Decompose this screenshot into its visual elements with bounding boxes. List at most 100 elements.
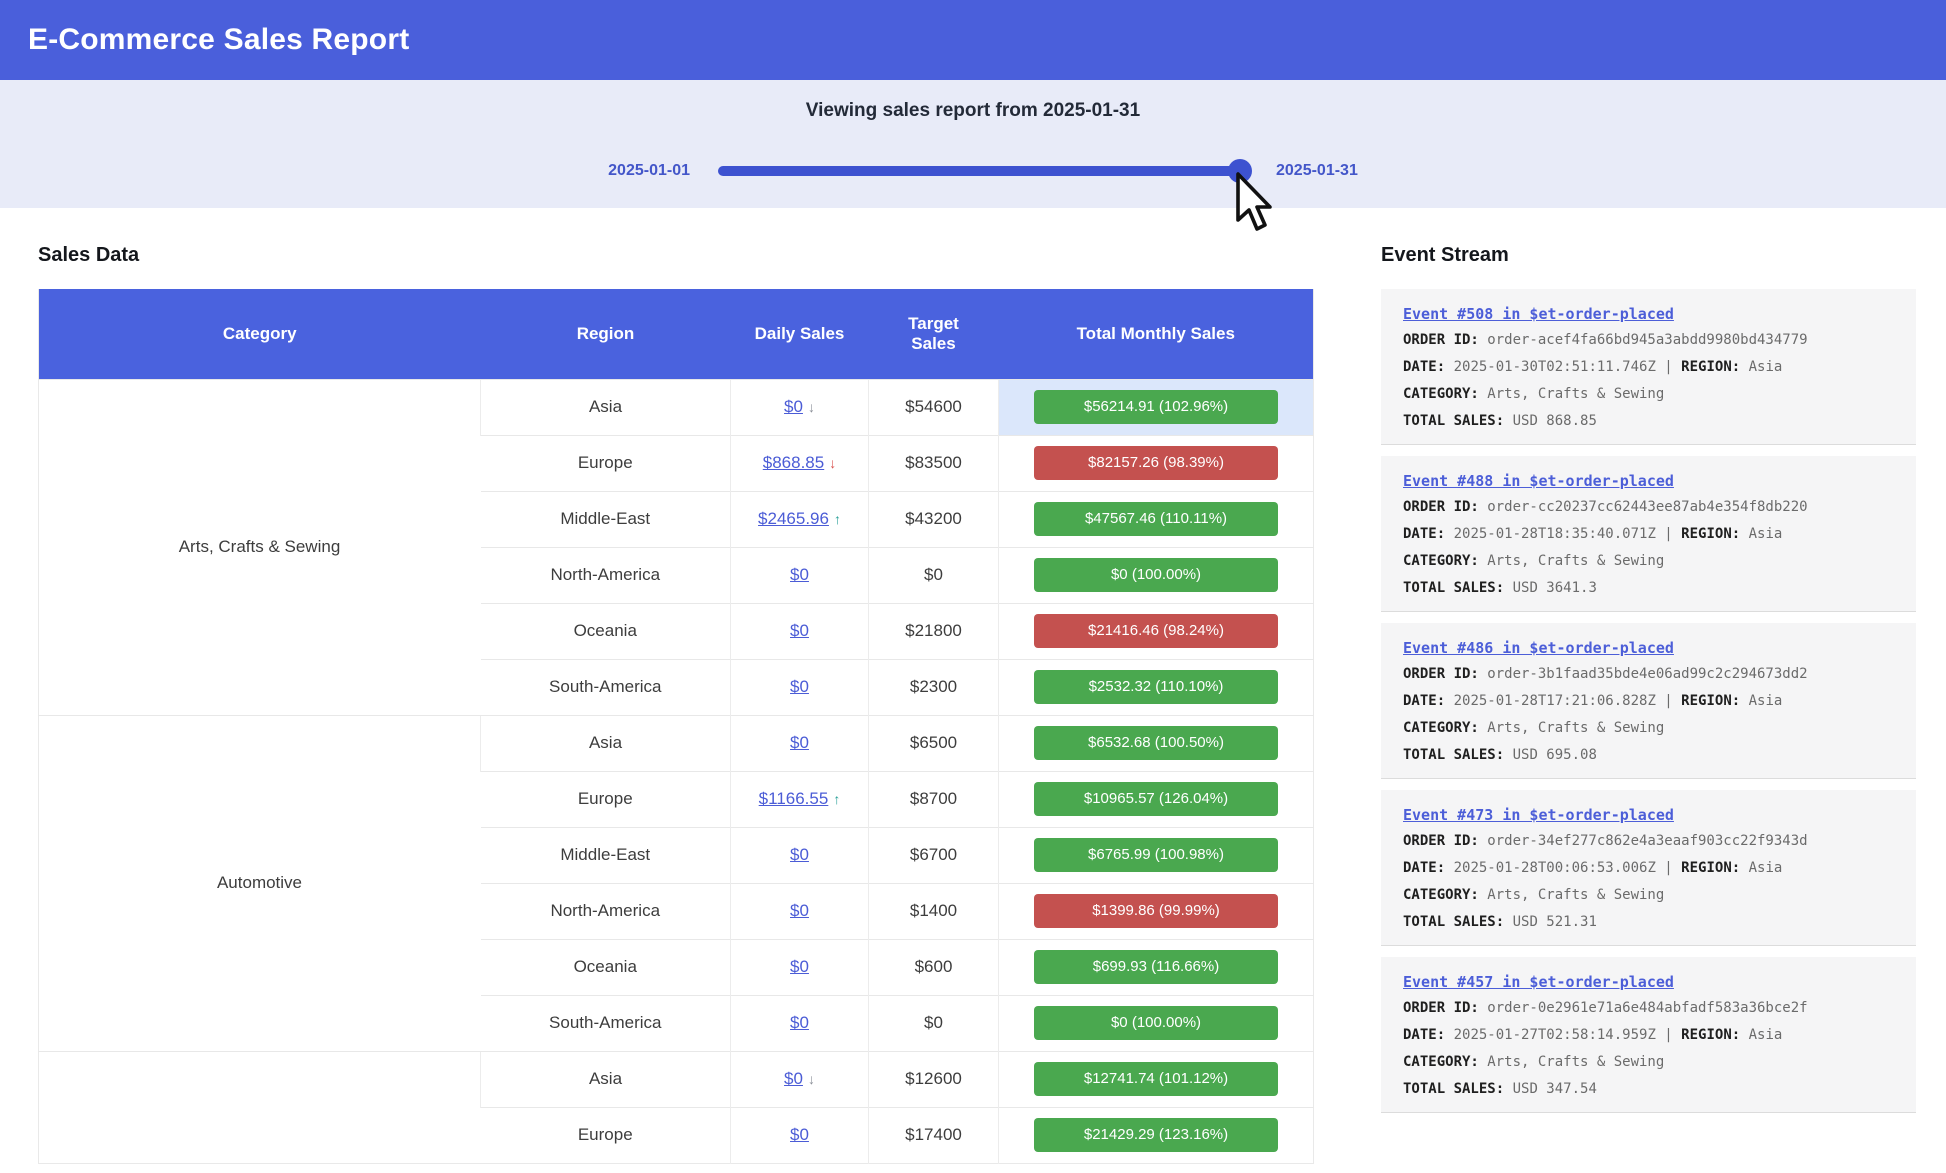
table-row: Europe $868.85 ↓ $83500 $82157.26 (98.39%) xyxy=(39,434,1314,491)
sales-data-heading: Sales Data xyxy=(38,244,140,266)
event-detail-line: ORDER ID: order-acef4fa66bd945a3abdd9980… xyxy=(1403,331,1894,350)
daily-sales-link[interactable]: $0 xyxy=(784,397,803,416)
total-monthly-sales-cell: $21416.46 (98.24%) xyxy=(998,602,1314,659)
total-sales-badge: $47567.46 (110.11%) xyxy=(1034,502,1278,536)
trend-up-arrow-icon: ↑ xyxy=(833,511,841,527)
column-header-region: Region xyxy=(480,289,731,379)
event-field-value: Asia xyxy=(1740,1027,1783,1043)
total-sales-badge: $0 (100.00%) xyxy=(1034,1006,1278,1040)
table-row: Oceania $0 $21800 $21416.46 (98.24%) xyxy=(39,602,1314,659)
table-row: Europe $0 $17400 $21429.29 (123.16%) xyxy=(39,1106,1314,1163)
event-link[interactable]: Event #457 in $et-order-placed xyxy=(1403,973,1674,991)
event-detail-line: DATE: 2025-01-28T00:06:53.006Z | REGION:… xyxy=(1403,859,1894,878)
event-field-label: TOTAL SALES: xyxy=(1403,580,1505,596)
event-card: Event #486 in $et-order-placed ORDER ID: … xyxy=(1381,623,1916,779)
region-cell: North-America xyxy=(480,882,731,939)
total-sales-badge: $1399.86 (99.99%) xyxy=(1034,894,1278,928)
event-field-value: USD 868.85 xyxy=(1504,413,1597,429)
event-field-value: USD 695.08 xyxy=(1504,747,1597,763)
daily-sales-link[interactable]: $0 xyxy=(790,1125,809,1144)
target-sales-cell: $21800 xyxy=(868,602,999,659)
daily-sales-link[interactable]: $0 xyxy=(790,957,809,976)
event-link[interactable]: Event #508 in $et-order-placed xyxy=(1403,305,1674,323)
event-detail-line: DATE: 2025-01-27T02:58:14.959Z | REGION:… xyxy=(1403,1026,1894,1045)
event-detail-line: ORDER ID: order-3b1faad35bde4e06ad99c2c2… xyxy=(1403,665,1894,684)
event-field-value: order-34ef277c862e4a3eaaf903cc22f9343d xyxy=(1478,833,1808,849)
event-field-value: Arts, Crafts & Sewing xyxy=(1478,553,1665,569)
daily-sales-link[interactable]: $0 xyxy=(790,845,809,864)
event-detail-line: TOTAL SALES: USD 347.54 xyxy=(1403,1080,1894,1099)
daily-sales-link[interactable]: $1166.55 xyxy=(758,789,829,808)
daily-sales-link[interactable]: $0 xyxy=(784,1069,803,1088)
event-card: Event #457 in $et-order-placed ORDER ID: … xyxy=(1381,957,1916,1113)
target-sales-cell: $0 xyxy=(868,546,999,603)
category-cell: Automotive xyxy=(38,714,481,1051)
event-link[interactable]: Event #486 in $et-order-placed xyxy=(1403,639,1674,657)
date-slider[interactable] xyxy=(718,159,1252,183)
event-field-value: Arts, Crafts & Sewing xyxy=(1478,887,1665,903)
daily-sales-link[interactable]: $2465.96 xyxy=(758,509,829,528)
daily-sales-cell: $0 xyxy=(730,1106,869,1163)
event-field-label: CATEGORY: xyxy=(1403,386,1479,402)
event-field-value: Arts, Crafts & Sewing xyxy=(1478,1054,1665,1070)
daily-sales-link[interactable]: $0 xyxy=(790,621,809,640)
total-monthly-sales-cell: $0 (100.00%) xyxy=(998,546,1314,603)
event-field-value: USD 521.31 xyxy=(1504,914,1597,930)
event-field-value: USD 347.54 xyxy=(1504,1081,1597,1097)
page-title: E-Commerce Sales Report xyxy=(28,23,410,56)
daily-sales-cell: $0 ↓ xyxy=(730,1050,869,1107)
total-monthly-sales-cell: $21429.29 (123.16%) xyxy=(998,1106,1314,1163)
event-field-value: Arts, Crafts & Sewing xyxy=(1478,720,1665,736)
daily-sales-link[interactable]: $0 xyxy=(790,677,809,696)
event-field-label: CATEGORY: xyxy=(1403,1054,1479,1070)
total-sales-badge: $699.93 (116.66%) xyxy=(1034,950,1278,984)
event-field-label: ORDER ID: xyxy=(1403,1000,1479,1016)
daily-sales-link[interactable]: $0 xyxy=(790,1013,809,1032)
daily-sales-link[interactable]: $0 xyxy=(790,733,809,752)
region-cell: Oceania xyxy=(480,602,731,659)
total-sales-badge: $12741.74 (101.12%) xyxy=(1034,1062,1278,1096)
target-sales-cell: $1400 xyxy=(868,882,999,939)
event-link[interactable]: Event #473 in $et-order-placed xyxy=(1403,806,1674,824)
daily-sales-cell: $0 xyxy=(730,658,869,715)
event-card: Event #473 in $et-order-placed ORDER ID: … xyxy=(1381,790,1916,946)
daily-sales-cell: $0 xyxy=(730,994,869,1051)
total-monthly-sales-cell: $0 (100.00%) xyxy=(998,994,1314,1051)
event-field-value: order-0e2961e71a6e484abfadf583a36bce2f xyxy=(1478,1000,1808,1016)
daily-sales-link[interactable]: $868.85 xyxy=(762,453,825,472)
event-detail-line: DATE: 2025-01-28T17:21:06.828Z | REGION:… xyxy=(1403,692,1894,711)
table-row: Middle-East $2465.96 ↑ $43200 $47567.46 (110… xyxy=(39,490,1314,547)
event-detail-line: CATEGORY: Arts, Crafts & Sewing xyxy=(1403,886,1894,905)
target-sales-cell: $600 xyxy=(868,938,999,995)
total-monthly-sales-cell: $12741.74 (101.12%) xyxy=(998,1050,1314,1107)
event-field-value: Asia xyxy=(1740,860,1783,876)
total-monthly-sales-cell: $10965.57 (126.04%) xyxy=(998,770,1314,827)
slider-thumb[interactable] xyxy=(1228,159,1252,183)
daily-sales-cell: $2465.96 ↑ xyxy=(730,490,869,547)
event-link[interactable]: Event #488 in $et-order-placed xyxy=(1403,472,1674,490)
event-detail-line: CATEGORY: Arts, Crafts & Sewing xyxy=(1403,385,1894,404)
region-cell: Europe xyxy=(480,434,731,491)
event-field-value: 2025-01-27T02:58:14.959Z | xyxy=(1445,1027,1682,1043)
target-sales-cell: $12600 xyxy=(868,1050,999,1107)
event-field-label: ORDER ID: xyxy=(1403,332,1479,348)
event-field-label: REGION: xyxy=(1681,359,1741,375)
total-sales-badge: $6532.68 (100.50%) xyxy=(1034,726,1278,760)
slider-max-label: 2025-01-31 xyxy=(1276,162,1358,179)
daily-sales-link[interactable]: $0 xyxy=(790,901,809,920)
event-card: Event #508 in $et-order-placed ORDER ID: … xyxy=(1381,289,1916,445)
event-detail-line: TOTAL SALES: USD 3641.3 xyxy=(1403,579,1894,598)
region-cell: South-America xyxy=(480,994,731,1051)
region-cell: Asia xyxy=(480,714,731,771)
event-title: Event #508 in $et-order-placed xyxy=(1403,304,1894,323)
daily-sales-link[interactable]: $0 xyxy=(790,565,809,584)
event-detail-line: ORDER ID: order-34ef277c862e4a3eaaf903cc… xyxy=(1403,832,1894,851)
region-cell: Oceania xyxy=(480,938,731,995)
total-sales-badge: $21429.29 (123.16%) xyxy=(1034,1118,1278,1152)
total-sales-badge: $82157.26 (98.39%) xyxy=(1034,446,1278,480)
event-field-label: DATE: xyxy=(1403,860,1446,876)
table-row: Arts, Crafts & Sewing Asia $0 ↓ $54600 $56214… xyxy=(38,378,1314,715)
table-row: Oceania $0 $600 $699.93 (116.66%) xyxy=(39,938,1314,995)
table-row: Middle-East $0 $6700 $6765.99 (100.98%) xyxy=(39,826,1314,883)
table-row: Asia $0 ↓ $12600 $12741.74 (101.12%) xyxy=(38,1050,1314,1163)
